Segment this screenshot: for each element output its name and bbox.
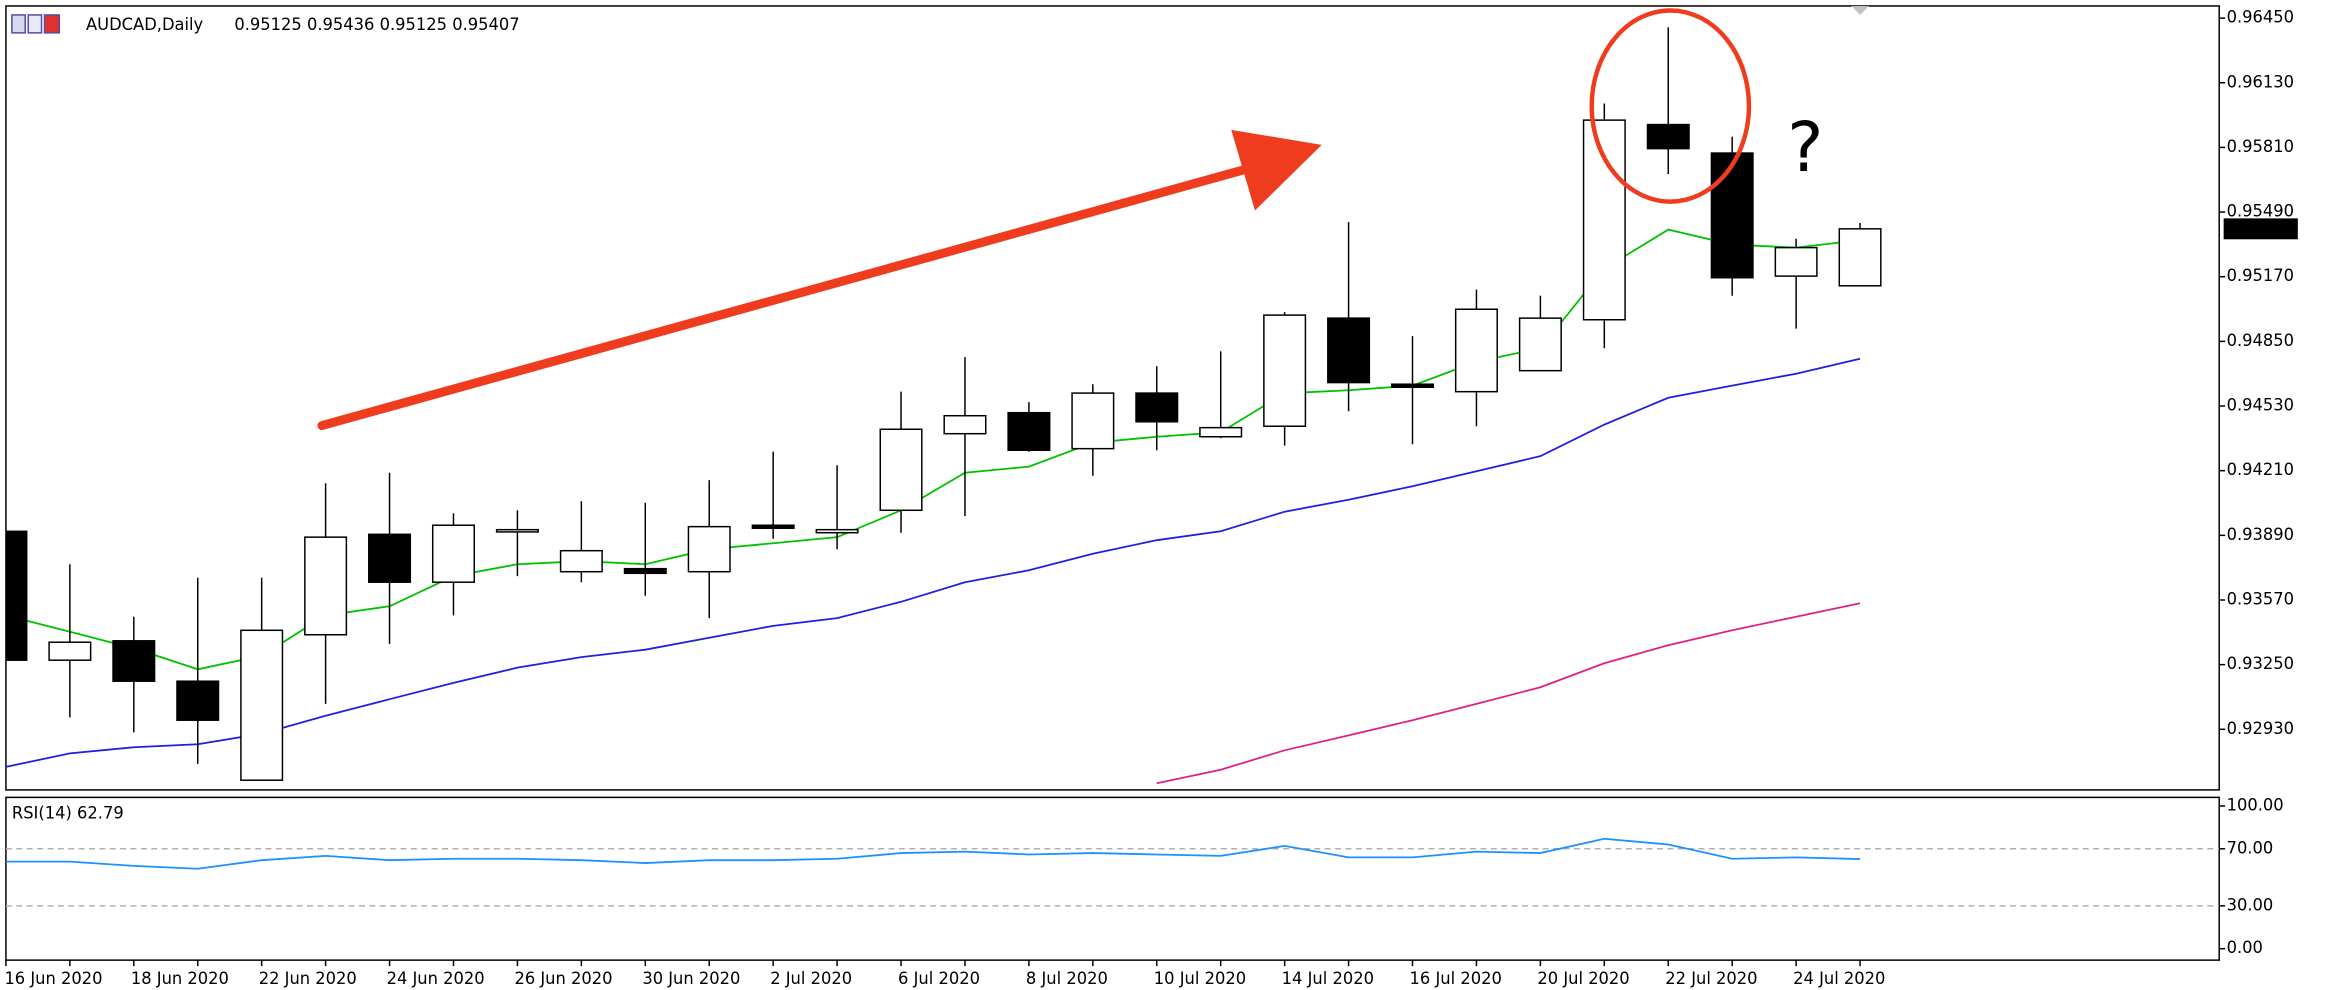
x-tick-label: 16 Jun 2020 (4, 969, 102, 988)
candle-body (815, 528, 859, 534)
y-tick-label: 0.94530 (2227, 395, 2294, 414)
rsi-frame (5, 796, 2220, 961)
rsi-plot (5, 837, 2220, 907)
candle-body (1071, 392, 1115, 450)
y-tick-label: 0.95810 (2227, 137, 2294, 156)
symbol-icon (11, 14, 61, 34)
candle-body (1710, 152, 1754, 279)
y-tick-label: 0.00 (2227, 938, 2263, 957)
x-tick-label: 2 Jul 2020 (770, 969, 852, 988)
moving-average (5, 357, 1861, 768)
candle-body (5, 530, 28, 661)
y-tick-label: 0.95170 (2227, 266, 2294, 285)
candle-body (112, 640, 156, 682)
candle-body (1774, 246, 1818, 277)
x-tick-label: 24 Jul 2020 (1793, 969, 1885, 988)
trend-arrow (317, 129, 1322, 431)
candle-body (176, 680, 220, 721)
x-tick-label: 22 Jul 2020 (1665, 969, 1757, 988)
candle-body (368, 533, 412, 583)
y-tick-label: 0.94210 (2227, 460, 2294, 479)
x-tick-label: 26 Jun 2020 (514, 969, 612, 988)
x-tick-label: 14 Jul 2020 (1282, 969, 1374, 988)
y-tick-label: 0.96450 (2227, 8, 2294, 27)
candle-body (48, 641, 92, 661)
ohlc-readout: 0.95125 0.95436 0.95125 0.95407 (234, 15, 519, 34)
annotation: ? (1787, 108, 1823, 188)
candle-body (879, 428, 923, 512)
main-frame (5, 5, 2220, 791)
candle-body (1199, 426, 1243, 438)
candle-body (751, 524, 795, 530)
y-tick-label: 0.95490 (2227, 202, 2294, 221)
candle-body (304, 536, 348, 636)
y-tick-label: 0.93570 (2227, 589, 2294, 608)
x-tick-label: 8 Jul 2020 (1026, 969, 1108, 988)
candle-body (1518, 317, 1562, 372)
x-tick-label: 10 Jul 2020 (1154, 969, 1246, 988)
rsi-line (5, 837, 1861, 870)
candle-body (559, 549, 603, 573)
chart-title: AUDCAD,Daily (86, 15, 203, 34)
x-tick-label: 16 Jul 2020 (1410, 969, 1502, 988)
y-tick-label: 70.00 (2227, 838, 2274, 857)
candle-body (1582, 119, 1626, 321)
last-price-box (2223, 218, 2298, 240)
x-tick-label: 30 Jun 2020 (642, 969, 740, 988)
x-tick-label: 24 Jun 2020 (387, 969, 485, 988)
rsi-title: RSI(14) 62.79 (12, 803, 124, 822)
candle-body (687, 525, 731, 573)
candle-body (943, 414, 987, 435)
candle-body (1135, 392, 1179, 423)
candle-body (1646, 123, 1690, 150)
candle-body (240, 629, 284, 781)
y-tick-label: 0.93890 (2227, 525, 2294, 544)
x-tick-label: 22 Jun 2020 (259, 969, 357, 988)
price-plot (5, 27, 1882, 785)
highlight-circle (1589, 8, 1752, 204)
x-tick-label: 20 Jul 2020 (1537, 969, 1629, 988)
y-tick-label: 30.00 (2227, 895, 2274, 914)
candle-body (623, 567, 667, 575)
candle-body (1263, 314, 1307, 427)
last-price-label: 0.95407 (2227, 218, 2294, 237)
x-tick-label: 6 Jul 2020 (898, 969, 980, 988)
moving-average (1156, 602, 1861, 785)
x-tick-label: 18 Jun 2020 (131, 969, 229, 988)
y-tick-label: 100.00 (2227, 795, 2284, 814)
candle-body (1454, 308, 1498, 393)
y-tick-label: 0.96130 (2227, 72, 2294, 91)
candle-body (495, 528, 539, 533)
candle-body (1007, 411, 1051, 452)
candle-body (431, 524, 475, 583)
shift-marker (1851, 5, 1870, 15)
y-tick-label: 0.94850 (2227, 331, 2294, 350)
candle-body (1391, 383, 1435, 388)
y-tick-label: 0.92930 (2227, 719, 2294, 738)
candle-body (1838, 228, 1882, 287)
candle-body (1327, 317, 1371, 384)
y-tick-label: 0.93250 (2227, 654, 2294, 673)
